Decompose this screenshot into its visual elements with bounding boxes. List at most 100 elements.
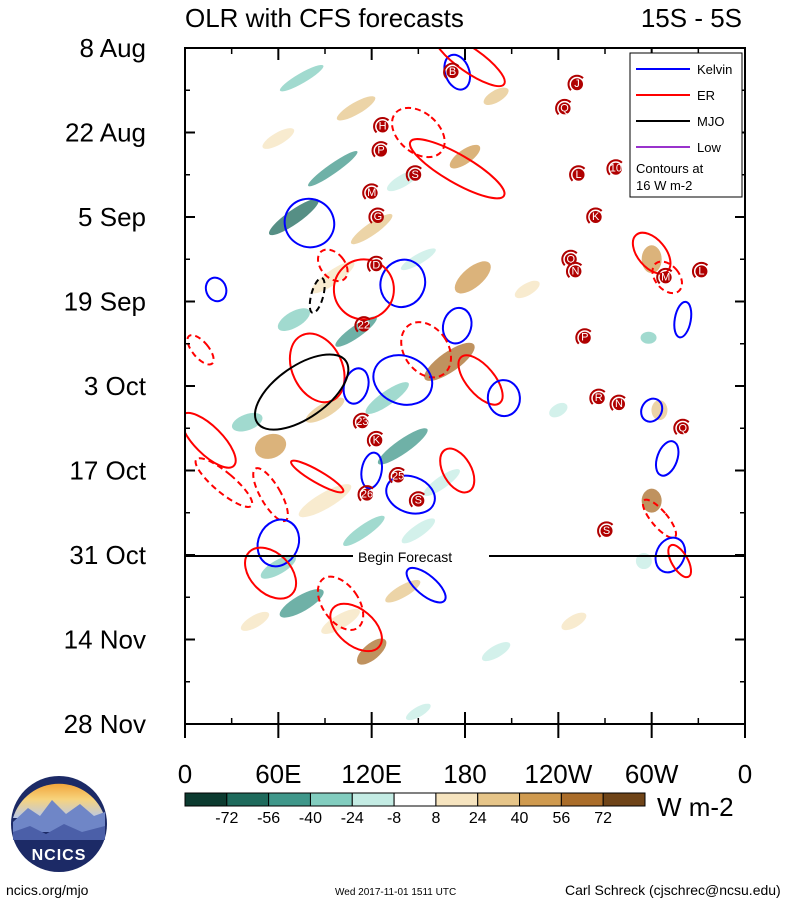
logo-text: NCICS	[32, 847, 87, 864]
storm-label: 26	[361, 489, 373, 501]
x-tick-label: 60W	[625, 759, 679, 789]
wave-contour	[385, 474, 436, 515]
wave-contour	[641, 498, 678, 539]
colorbar-swatch	[268, 792, 311, 807]
legend: Kelvin ER MJO Low Contours at 16 W m-2	[629, 52, 743, 198]
storm-marker: S	[597, 521, 614, 538]
storm-dot	[659, 271, 672, 284]
wave-contour	[186, 334, 215, 366]
storm-dot	[609, 162, 622, 175]
colorbar-swatch	[309, 792, 353, 807]
wave-contour	[379, 258, 427, 309]
y-tick-label: 28 Nov	[64, 709, 146, 739]
y-tick-label: 5 Sep	[78, 202, 146, 232]
storm-swirl	[656, 267, 673, 285]
legend-box	[629, 52, 743, 198]
storm-swirl	[366, 255, 384, 272]
colorbar-label: 40	[511, 810, 529, 827]
storm-swirl	[586, 207, 603, 224]
storm-label: K	[592, 211, 600, 223]
olr-anomaly-blob	[279, 64, 324, 92]
storm-dot	[572, 168, 585, 181]
olr-anomaly-blob	[641, 488, 662, 513]
footer-timestamp: Wed 2017-11-01 1511 UTC	[335, 887, 457, 898]
olr-anomaly-blob	[277, 308, 310, 331]
storm-label: Q	[678, 422, 687, 434]
storm-marker: D	[366, 255, 384, 272]
olr-anomaly-blob	[401, 518, 436, 544]
olr-anomaly-blob	[336, 96, 376, 121]
storm-dot	[365, 186, 378, 199]
legend-note-line1: Contours at	[636, 161, 704, 176]
storm-marker: S	[408, 491, 426, 508]
wave-contour	[654, 536, 687, 574]
forecast-label-box	[353, 547, 489, 565]
olr-anomaly-blob	[454, 261, 491, 294]
storm-label: G	[374, 211, 383, 223]
olr-anomaly-blob	[262, 128, 295, 149]
storm-marker: 22	[354, 316, 371, 333]
storm-dot	[371, 211, 384, 223]
olr-anomaly-blob	[481, 642, 511, 662]
colorbar-swatch	[560, 792, 604, 807]
wave-contour	[329, 602, 383, 653]
storm-dot	[370, 434, 383, 447]
footer-author: Carl Schreck (cjschrec@ncsu.edu)	[565, 882, 781, 898]
storm-dot	[361, 488, 373, 501]
storm-label: L	[575, 169, 581, 181]
olr-anomaly-blob	[483, 87, 509, 106]
wave-contour	[486, 379, 521, 418]
olr-anomaly-blob	[651, 400, 668, 421]
storm-label: L	[698, 265, 704, 277]
storm-label: 25	[392, 471, 404, 483]
colorbar-label: 56	[552, 810, 570, 827]
storm-swirl	[408, 491, 426, 508]
y-tick-label: 31 Oct	[69, 540, 146, 570]
storm-dot	[592, 392, 605, 405]
wave-contour	[457, 354, 504, 406]
wave-contour	[244, 546, 298, 600]
storm-marker: M	[362, 183, 379, 200]
olr-anomaly-blob	[240, 611, 270, 631]
legend-label-mjo: MJO	[697, 114, 724, 129]
storm-dot	[600, 524, 613, 537]
storm-dot	[356, 416, 369, 429]
storm-label: D	[372, 259, 380, 271]
olr-anomaly-blob	[377, 428, 428, 465]
chart-region: 15S - 5S	[641, 3, 742, 33]
storm-label: M	[367, 187, 376, 199]
legend-label-er: ER	[697, 88, 715, 103]
colorbar-label: -72	[215, 810, 238, 827]
storm-marker: P	[371, 141, 388, 158]
storm-swirl	[443, 62, 460, 79]
y-tick-label: 17 Oct	[69, 456, 146, 486]
olr-anomaly-blob	[254, 433, 287, 459]
x-tick-label: 0	[738, 759, 752, 789]
y-tick-label: 14 Nov	[64, 625, 146, 655]
wave-contour	[290, 459, 345, 494]
colorbar-swatch	[351, 792, 395, 807]
storm-dot	[376, 120, 389, 133]
storm-swirl	[597, 521, 614, 538]
storm-dot	[558, 102, 571, 115]
chart-title: OLR with CFS forecasts	[185, 3, 464, 33]
wave-contour	[654, 440, 680, 477]
olr-anomaly-blob	[561, 612, 587, 631]
storm-marker: Q	[673, 418, 690, 435]
colorbar-label: -56	[257, 810, 280, 827]
wave-contour	[332, 258, 395, 321]
wave-contour	[673, 300, 693, 339]
olr-anomaly-blob	[641, 245, 662, 274]
y-tick-label: 8 Aug	[79, 33, 146, 63]
storm-label: S	[415, 495, 422, 507]
storm-dot	[370, 259, 383, 272]
wave-contour	[253, 353, 350, 431]
y-axis: 8 Aug 22 Aug 5 Sep 19 Sep 3 Oct 17 Oct 31 Oct 1…	[64, 33, 745, 739]
storm-marker: K	[366, 430, 384, 448]
storm-label: N	[571, 265, 579, 277]
colorbar-swatch	[519, 792, 562, 807]
wave-contours	[185, 48, 693, 653]
storm-swirl	[589, 388, 606, 405]
